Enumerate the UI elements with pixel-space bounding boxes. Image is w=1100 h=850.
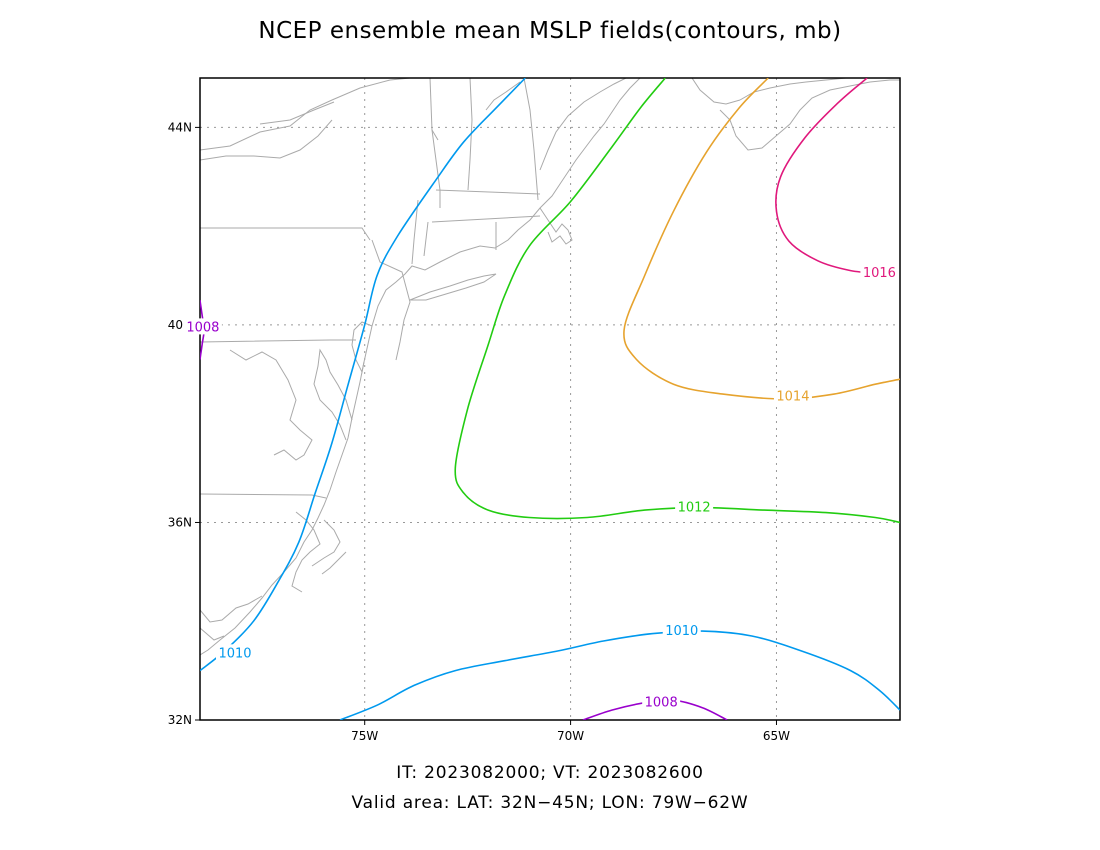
lon-tick-label: 65W xyxy=(763,729,790,743)
contour-label-bg xyxy=(642,693,681,710)
nc-sounds xyxy=(291,511,321,593)
lon-tick-label: 70W xyxy=(557,729,584,743)
state-border-vt-nh xyxy=(467,78,473,191)
outer-banks xyxy=(311,519,341,567)
lake-shore xyxy=(200,119,333,161)
chart-title: NCEP ensemble mean MSLP fields(contours,… xyxy=(258,18,842,44)
cape-cod xyxy=(539,207,573,245)
contour-label-bg xyxy=(662,622,701,639)
hudson-river xyxy=(411,199,419,265)
contour-label-1008: 1008 xyxy=(645,696,678,711)
state-border-ny-vt xyxy=(429,78,441,208)
contour-1014 xyxy=(623,78,900,400)
map-grid xyxy=(200,78,900,720)
contour-label-1012: 1012 xyxy=(678,501,711,516)
contour-1010 xyxy=(339,630,900,720)
state-border-ny-ct xyxy=(423,221,429,257)
nc-coast xyxy=(200,595,263,623)
contour-label-bg xyxy=(216,644,254,661)
contour-label-1016: 1016 xyxy=(863,266,896,281)
maine-inland xyxy=(485,81,521,111)
lon-tick-label: 75W xyxy=(351,729,378,743)
contour-label-1008: 1008 xyxy=(186,320,219,335)
time-caption: IT: 2023082000; VT: 2023082600 xyxy=(396,763,704,783)
lat-tick-label: 36N xyxy=(168,515,192,529)
virginia-rivers xyxy=(229,349,313,461)
contour-1016 xyxy=(775,78,880,274)
cape-lookout xyxy=(321,551,347,575)
contour-1012 xyxy=(454,78,900,524)
contour-label-bg xyxy=(773,387,812,404)
nova-scotia-south xyxy=(719,79,900,151)
coastline-layer xyxy=(200,78,900,656)
lat-tick-label: 44N xyxy=(168,120,192,134)
state-border-pa-ny xyxy=(200,227,371,241)
long-island xyxy=(409,273,497,301)
atlantic-coastline xyxy=(200,78,641,656)
contour-label-bg xyxy=(860,264,899,281)
delaware-bay xyxy=(351,321,373,374)
contour-label-1010: 1010 xyxy=(218,646,251,661)
contour-label-1010: 1010 xyxy=(665,624,698,639)
maine-coast xyxy=(539,78,627,171)
contour-label-layer: 1008 1008 1010 1010 1012 1014 1016 xyxy=(183,264,899,711)
state-border-ma-south xyxy=(431,215,541,223)
contour-label-bg xyxy=(183,318,222,335)
sc-coast xyxy=(200,627,225,641)
state-border-nh-me xyxy=(523,78,539,201)
state-border-md-pa xyxy=(200,339,356,343)
lake-champlain xyxy=(431,129,439,141)
contour-1010 xyxy=(200,78,526,672)
canada-border xyxy=(200,78,411,151)
lat-tick-label: 32N xyxy=(168,713,192,727)
bay-of-fundy xyxy=(691,78,741,105)
plot-frame xyxy=(199,77,901,721)
state-border-ma-north xyxy=(435,189,541,195)
area-caption: Valid area: LAT: 32N−45N; LON: 79W−62W xyxy=(351,793,749,813)
state-border-va-nc xyxy=(200,493,327,499)
chesapeake-bay xyxy=(313,348,353,441)
contour-label-1014: 1014 xyxy=(776,390,809,405)
state-border-nj xyxy=(371,239,411,361)
great-lakes-shore xyxy=(259,101,335,125)
contour-label-bg xyxy=(675,498,714,515)
